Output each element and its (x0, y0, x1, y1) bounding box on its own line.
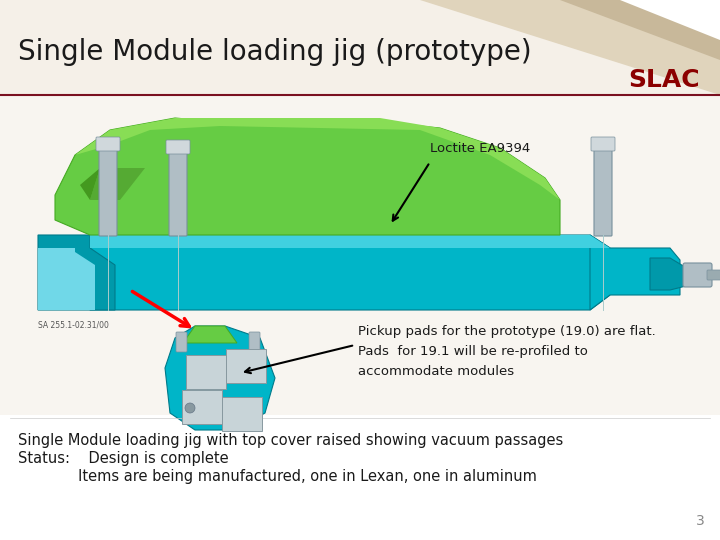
Polygon shape (0, 0, 720, 95)
Polygon shape (90, 168, 145, 200)
Polygon shape (560, 0, 720, 60)
Polygon shape (55, 118, 560, 235)
FancyBboxPatch shape (99, 144, 117, 236)
FancyBboxPatch shape (176, 332, 187, 352)
FancyBboxPatch shape (226, 349, 266, 383)
FancyBboxPatch shape (166, 140, 190, 154)
Text: Items are being manufactured, one in Lexan, one in aluminum: Items are being manufactured, one in Lex… (18, 469, 537, 484)
Polygon shape (75, 118, 560, 200)
FancyBboxPatch shape (222, 397, 262, 431)
FancyBboxPatch shape (182, 390, 222, 424)
Text: Pads  for 19.1 will be re-profiled to: Pads for 19.1 will be re-profiled to (358, 345, 588, 358)
Text: Single Module loading jig (prototype): Single Module loading jig (prototype) (18, 38, 531, 66)
Text: SA 255.1-02.31/00: SA 255.1-02.31/00 (38, 321, 109, 329)
FancyBboxPatch shape (594, 144, 612, 236)
Text: SLAC: SLAC (629, 68, 700, 92)
Polygon shape (165, 326, 275, 430)
Circle shape (185, 403, 195, 413)
Polygon shape (90, 235, 610, 310)
Text: Pickup pads for the prototype (19.0) are flat.: Pickup pads for the prototype (19.0) are… (358, 325, 656, 338)
Polygon shape (183, 326, 237, 343)
Polygon shape (420, 0, 720, 95)
Polygon shape (38, 248, 95, 310)
Polygon shape (620, 0, 720, 40)
FancyBboxPatch shape (169, 147, 187, 236)
FancyBboxPatch shape (186, 355, 226, 389)
Text: Single Module loading jig with top cover raised showing vacuum passages: Single Module loading jig with top cover… (18, 433, 563, 448)
FancyBboxPatch shape (683, 263, 712, 287)
Polygon shape (590, 235, 680, 310)
FancyBboxPatch shape (96, 137, 120, 151)
Polygon shape (38, 235, 115, 310)
Polygon shape (90, 235, 610, 248)
Polygon shape (650, 258, 690, 290)
FancyBboxPatch shape (707, 270, 720, 280)
Polygon shape (80, 168, 100, 200)
Text: Loctite EA9394: Loctite EA9394 (430, 141, 530, 154)
FancyBboxPatch shape (591, 137, 615, 151)
FancyBboxPatch shape (249, 332, 260, 352)
Text: Status:    Design is complete: Status: Design is complete (18, 451, 229, 466)
Text: 3: 3 (696, 514, 705, 528)
Polygon shape (0, 95, 720, 415)
Text: accommodate modules: accommodate modules (358, 365, 514, 378)
